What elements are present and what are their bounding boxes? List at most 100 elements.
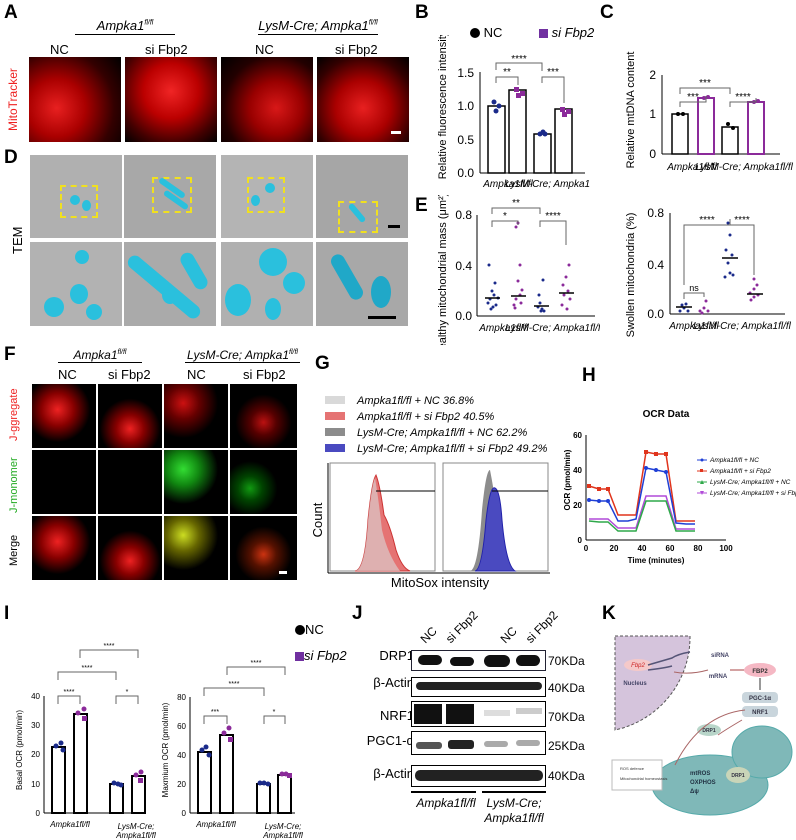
chart-title: OCR Data [643,409,690,420]
svg-text:****: **** [251,660,262,667]
tem-image-top-2 [124,155,216,238]
svg-text:DRP1: DRP1 [702,728,716,734]
svg-text:mRNA: mRNA [709,674,728,680]
svg-text:mtROS: mtROS [690,771,710,777]
svg-text:Fbp2: Fbp2 [631,663,645,669]
tem-image-top-4 [316,155,408,238]
blot-label-actin2: β-Actin [373,766,414,781]
svg-text:0.4: 0.4 [647,258,664,272]
panel-label-k: K [602,603,616,624]
square-marker-icon [295,652,304,661]
legend-item: Ampka1fl/fl + NC 36.8% [325,393,547,409]
blot-pgc1a [411,731,546,755]
svg-text:DRP1: DRP1 [731,773,745,779]
blot-drp1 [411,650,546,671]
scale-bar [368,316,396,319]
legend-nc: NC [470,25,502,40]
svg-text:60: 60 [177,722,186,731]
group-header-ampka1: Ampka1fl/fl [58,348,142,363]
svg-text:20: 20 [177,780,186,789]
svg-text:1: 1 [649,107,656,121]
micrograph-mitotracker-1 [29,57,121,142]
tem-image-top-1 [30,155,122,238]
svg-text:40: 40 [31,692,40,701]
svg-text:****: **** [104,643,115,650]
condition-si-2: si Fbp2 [243,367,286,382]
svg-text:OXPHOS: OXPHOS [690,780,716,786]
svg-text:Ampka1fl/fl + NC: Ampka1fl/fl + NC [709,457,759,464]
group-header-ampka1: Ampka1fl/fl [75,18,175,35]
panel-label-c: C [600,2,614,23]
svg-text:Ampka1fl/fl: Ampka1fl/fl [668,321,719,332]
svg-text:****: **** [735,92,751,103]
condition-nc-2: NC [255,42,274,57]
zoom-box [247,177,285,213]
condition-si-2: si Fbp2 [335,42,378,57]
svg-text:OCR (pmol/min): OCR (pmol/min) [563,449,572,510]
svg-text:0: 0 [36,809,41,818]
legend-si-fbp2: si Fbp2 [539,25,594,40]
tem-image-zoom-2 [124,242,216,326]
svg-text:****: **** [734,215,750,226]
condition-si-1: si Fbp2 [145,42,188,57]
chart-i-maximum: Maxmium OCR (pmol/min) 0 20 40 60 80 ***… [161,660,295,829]
group-bar-1 [411,791,476,793]
group-bar-2 [482,791,546,793]
mw-actin1: 40KDa [548,681,585,695]
square-marker-icon [539,29,548,38]
zoom-box [338,201,378,233]
svg-text:0.8: 0.8 [455,208,472,222]
chart-h: OCR Data OCR (pmol/min) 0 20 40 60 0 20 … [563,409,796,565]
row-label-merge: Merge [8,534,20,566]
legend-si-fbp2: si Fbp2 [295,648,347,663]
condition-nc-1: NC [58,367,77,382]
svg-text:0: 0 [182,809,187,818]
chart-g-histograms: Count MitoSox intensity [310,462,550,590]
svg-text:20: 20 [573,501,582,510]
svg-text:****: **** [511,54,527,65]
row-label-jmonomer: J-monomer [8,457,20,514]
svg-text:Time (minutes): Time (minutes) [628,556,685,565]
svg-text:****: **** [82,665,93,672]
svg-text:1.5: 1.5 [457,66,474,80]
panel-label-d: D [4,147,18,168]
svg-text:***: *** [687,92,699,103]
mw-nrf1: 70KDa [548,710,585,724]
blot-nrf1 [411,701,546,727]
group-label-ampka1: Ampka1fl/fl [416,796,476,810]
panel-label-a: A [4,2,18,23]
svg-text:LysM-Cre; Ampka1fl/fl: LysM-Cre; Ampka1fl/fl [693,321,792,332]
svg-text:60: 60 [573,431,582,440]
mw-pgc1a: 25KDa [548,739,585,753]
tem-image-zoom-3 [221,242,313,326]
svg-text:0.0: 0.0 [647,307,664,321]
svg-text:0: 0 [584,544,589,553]
tem-image-zoom-4 [316,242,408,326]
svg-text:PGC-1α: PGC-1α [749,696,771,702]
svg-text:0.5: 0.5 [457,133,474,147]
legend-item: LysM-Cre; Ampka1fl/fl + NC 62.2% [325,425,547,441]
blot-label-drp1: DRP1 [379,648,414,663]
micrograph-mitotracker-2 [125,57,217,142]
panel-label-j: J [352,603,363,624]
y-axis-label: Healthy mitochondrial mass (μm²) [437,195,449,345]
circle-marker-icon [295,625,305,635]
legend-nc: NC [295,622,324,637]
svg-text:2: 2 [649,68,656,82]
row-label-tem: TEM [10,226,25,254]
tem-image-top-3 [221,155,313,238]
svg-text:***: *** [547,67,559,78]
row-label-jaggregate: J-ggregate [8,388,20,442]
mw-drp1: 70KDa [548,654,585,668]
panel-label-g: G [315,353,330,374]
svg-text:Maxmium OCR (pmol/min): Maxmium OCR (pmol/min) [161,702,170,797]
svg-text:0.0: 0.0 [457,166,474,180]
panel-label-f: F [4,344,16,365]
svg-text:LysM-Cre; Ampka1fl/fl + si Fbp: LysM-Cre; Ampka1fl/fl + si Fbp2 [710,490,796,497]
micrograph-mitotracker-4 [317,57,409,142]
y-axis-label: Swollen mitochondria (%) [625,213,637,338]
y-axis-label: Relative fluorescence intensity [437,35,449,179]
svg-text:**: ** [503,67,511,78]
svg-text:0.0: 0.0 [455,309,472,323]
svg-text:Δψ: Δψ [690,789,699,795]
